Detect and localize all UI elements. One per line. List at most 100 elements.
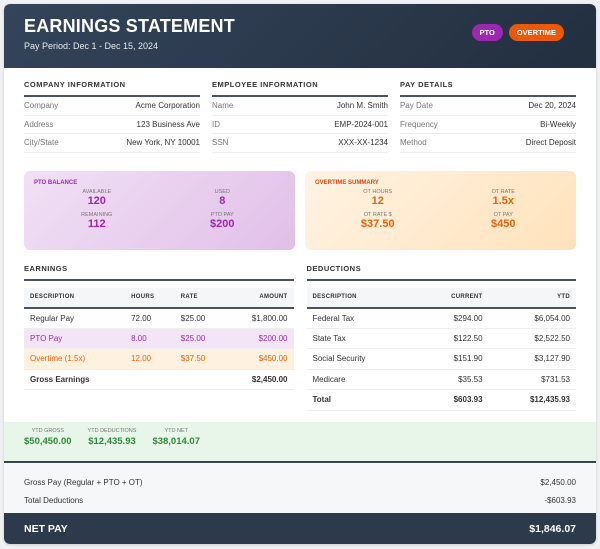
table-cell: $12,435.93 xyxy=(488,389,576,411)
stat: OT RATE 1.5x xyxy=(441,189,567,207)
info-value: Bi-Weekly xyxy=(540,119,576,129)
table-cell: 12.00 xyxy=(125,348,175,370)
info-label: Name xyxy=(212,101,234,111)
section-title: EMPLOYEE INFORMATION xyxy=(212,80,388,97)
deductions-total-row: Total $603.93 $12,435.93 xyxy=(306,389,576,411)
box-grid: AVAILABLE 120 USED 8 REMAINING 112 PTO PAY $200 xyxy=(34,189,285,230)
ytd-summary: YTD GROSS $50,450.00 YTD DEDUCTIONS $12,435… xyxy=(4,422,596,463)
table-row: Social Security $151.90 $3,127.90 xyxy=(306,348,576,370)
info-label: ID xyxy=(212,119,220,129)
info-row: Frequency Bi-Weekly xyxy=(400,116,576,134)
table-row: State Tax $122.50 $2,522.50 xyxy=(306,328,576,349)
info-row: Address 123 Business Ave xyxy=(24,116,200,134)
company-info: COMPANY INFORMATION Company Acme Corporati… xyxy=(24,80,200,153)
ytd-label: YTD NET xyxy=(164,428,188,434)
net-pay-label: NET PAY xyxy=(24,522,68,535)
summary-row: Total Deductions -$603.93 xyxy=(24,491,576,509)
column-header: CURRENT xyxy=(415,287,489,309)
stat-value: $200 xyxy=(210,217,235,230)
net-pay-value: $1,846.07 xyxy=(529,522,576,535)
table-cell: $35.53 xyxy=(415,369,489,390)
info-value: Direct Deposit xyxy=(525,138,576,148)
table-cell: 72.00 xyxy=(125,307,175,329)
stat: AVAILABLE 120 xyxy=(34,189,160,207)
table-cell: Medicare xyxy=(306,369,416,390)
box-title: OVERTIME SUMMARY xyxy=(315,179,379,186)
table-cell: $37.50 xyxy=(174,348,227,370)
info-label: Pay Date xyxy=(400,101,433,111)
column-header: AMOUNT xyxy=(226,287,294,309)
summary-row: Gross Pay (Regular + PTO + OT) $2,450.00 xyxy=(24,473,576,491)
summary-label: Gross Pay (Regular + PTO + OT) xyxy=(24,477,143,487)
stat-label: OT HOURS xyxy=(363,188,393,195)
ytd-value: $38,014.07 xyxy=(152,436,200,447)
info-value: XXX-XX-1234 xyxy=(338,138,388,148)
column-header: YTD xyxy=(488,287,576,309)
column-header: HOURS xyxy=(125,287,175,309)
info-label: City/State xyxy=(24,138,59,148)
table-cell: $731.53 xyxy=(488,369,576,390)
info-value: John M. Smith xyxy=(336,101,388,111)
info-row: SSN XXX-XX-1234 xyxy=(212,134,388,153)
stat-label: OT RATE xyxy=(491,188,515,195)
ytd-label: YTD GROSS xyxy=(31,428,64,434)
net-pay-bar: NET PAY $1,846.07 xyxy=(4,513,596,544)
info-value: Acme Corporation xyxy=(135,101,200,111)
ytd-label: YTD DEDUCTIONS xyxy=(87,428,137,434)
info-row: City/State New York, NY 10001 xyxy=(24,134,200,153)
table-cell: Total xyxy=(306,389,416,411)
info-label: Address xyxy=(24,119,54,129)
empty-cell xyxy=(174,369,227,390)
ytd-item: YTD NET $38,014.07 xyxy=(152,428,200,455)
table-cell: $25.00 xyxy=(174,328,227,349)
table-row: PTO Pay 8.00 $25.00 $200.00 xyxy=(24,328,294,349)
statement-header: EARNINGS STATEMENT Pay Period: Dec 1 - D… xyxy=(4,4,596,68)
stat: OT PAY $450 xyxy=(441,212,567,230)
earnings-table: DESCRIPTION HOURS RATE AMOUNT Regular Pay 72.… xyxy=(24,287,294,391)
table-cell: $200.00 xyxy=(226,328,294,349)
table-cell: $25.00 xyxy=(174,307,227,329)
table-cell: $1,800.00 xyxy=(226,307,294,329)
info-row: Pay Date Dec 20, 2024 xyxy=(400,97,576,116)
overtime-summary-box: OVERTIME SUMMARY OT HOURS 12 OT RATE 1.5x OT … xyxy=(305,170,576,250)
stat-value: 1.5x xyxy=(492,194,514,207)
stat-value: 112 xyxy=(87,217,106,230)
table-cell: State Tax xyxy=(306,328,416,349)
table-cell: Social Security xyxy=(306,348,416,370)
table-cell: $450.00 xyxy=(226,348,294,370)
gross-earnings-row: Gross Earnings $2,450.00 xyxy=(24,369,294,390)
column-header: RATE xyxy=(174,287,227,309)
stat-label: PTO PAY xyxy=(210,211,234,218)
stat-label: OT PAY xyxy=(493,211,513,218)
ytd-item: YTD GROSS $50,450.00 xyxy=(24,428,72,455)
table-cell: $122.50 xyxy=(415,328,489,349)
table-row: Federal Tax $294.00 $6,054.00 xyxy=(306,307,576,329)
table-cell: $603.93 xyxy=(415,389,489,411)
info-label: Frequency xyxy=(400,119,438,129)
summary-value: -$603.93 xyxy=(544,495,576,505)
section-title: PAY DETAILS xyxy=(400,80,576,97)
total-label: Gross Earnings xyxy=(24,369,126,390)
earnings-statement: EARNINGS STATEMENT Pay Period: Dec 1 - D… xyxy=(4,4,596,544)
stat: USED 8 xyxy=(160,189,286,207)
column-header: DESCRIPTION xyxy=(306,287,416,309)
stat-value: $450 xyxy=(491,217,516,230)
info-row: Method Direct Deposit xyxy=(400,134,576,153)
pto-badge: PTO xyxy=(471,24,503,41)
stat-label: OT RATE $ xyxy=(363,211,392,218)
stat-value: 8 xyxy=(219,194,226,207)
stat-value: $37.50 xyxy=(360,217,395,230)
stat-label: USED xyxy=(214,188,230,195)
table-cell: PTO Pay xyxy=(24,328,126,349)
pay-period: Pay Period: Dec 1 - Dec 15, 2024 xyxy=(24,41,159,51)
earnings-section: EARNINGS DESCRIPTION HOURS RATE AMOUNT Regul… xyxy=(24,264,294,411)
stat-label: AVAILABLE xyxy=(82,188,112,195)
table-row: Overtime (1.5x) 12.00 $37.50 $450.00 xyxy=(24,348,294,370)
table-cell: Overtime (1.5x) xyxy=(24,348,126,370)
info-value: New York, NY 10001 xyxy=(126,138,200,148)
table-row: Medicare $35.53 $731.53 xyxy=(306,369,576,390)
box-grid: OT HOURS 12 OT RATE 1.5x OT RATE $ $37.50 OT P… xyxy=(315,189,566,230)
overtime-badge: OVERTIME xyxy=(508,24,564,41)
table-cell: $151.90 xyxy=(415,348,489,370)
ytd-value: $12,435.93 xyxy=(88,436,136,447)
